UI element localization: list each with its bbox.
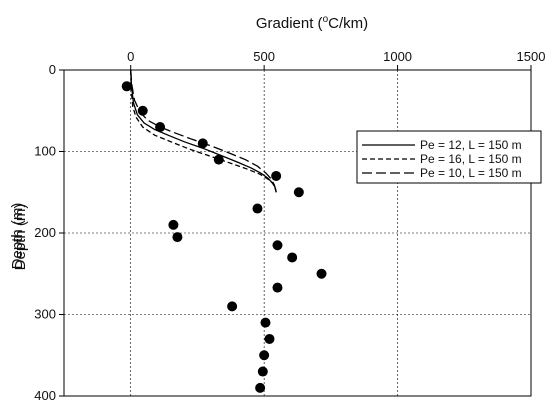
data-point [272,282,283,293]
data-point [271,170,282,181]
y-tick-label: 200 [34,225,56,240]
data-point [293,187,304,198]
tick-labels: 0 500 1000 1500 0 100 200 300 400 [34,49,545,403]
data-point [227,301,238,312]
y-axis-title: Depth (m) [9,203,26,270]
data-point [255,382,266,393]
data-point [137,105,148,116]
data-point [168,219,179,230]
data-point [287,252,298,263]
data-point [257,366,268,377]
data-point [155,122,166,133]
x-tick-label: 500 [253,49,275,64]
series-line-3 [130,69,277,193]
y-tick-label: 400 [34,388,56,403]
legend-label-3: Pe = 10, L = 150 m [420,166,522,180]
series-lines [130,69,277,193]
grid-lines [64,70,531,396]
data-point [121,81,132,92]
y-tick-label: 300 [34,307,56,322]
legend-label-1: Pe = 12, L = 150 m [420,138,522,152]
x-tick-label: 0 [127,49,134,64]
legend: Pe = 12, L = 150 mPe = 16, L = 150 mPe =… [356,130,542,184]
data-point [172,232,183,243]
series-line-2 [130,69,277,193]
legend-label-2: Pe = 16, L = 150 m [420,152,522,166]
data-point [197,138,208,149]
x-tick-label: 1000 [383,49,412,64]
data-point [213,154,224,165]
series-line-1 [130,69,277,193]
y-tick-label: 100 [34,144,56,159]
data-point [316,268,327,279]
data-point [264,333,275,344]
y-axis-title-overlap: Depth (m) [12,204,29,271]
x-tick-label: 1500 [517,49,546,64]
data-point [272,240,283,251]
y-tick-label: 0 [49,62,56,77]
data-points [121,81,327,393]
legend-box [356,130,542,184]
data-point [252,203,263,214]
x-axis-title: Gradient (oC/km) [256,14,368,32]
data-point [259,350,270,361]
data-point [260,317,271,328]
